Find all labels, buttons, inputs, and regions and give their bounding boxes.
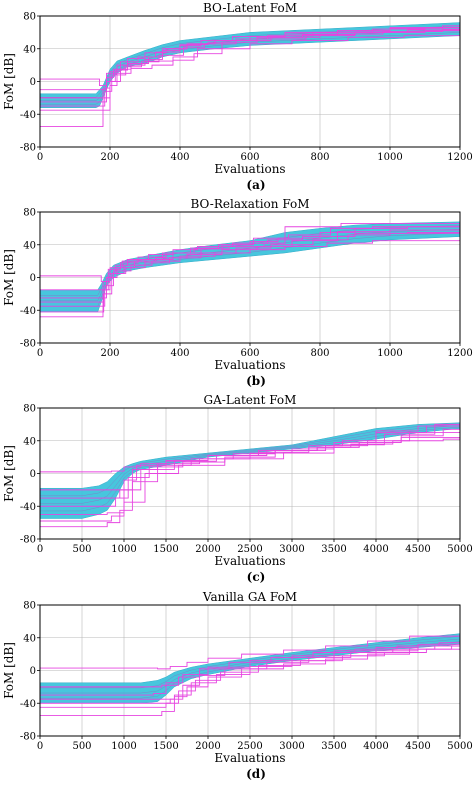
y-tick-label: 40 bbox=[23, 633, 36, 644]
chart-panel-2: 0 200 400 600 800 1000 1200 -80 -40 0 40 80 BO-Relax… bbox=[2, 197, 473, 388]
x-axis-label: Evaluations bbox=[214, 554, 285, 568]
trial-series-7 bbox=[40, 645, 460, 700]
y-tick-label: 40 bbox=[23, 436, 36, 447]
chart-title: BO-Relaxation FoM bbox=[190, 197, 309, 211]
chart-title: GA-Latent FoM bbox=[204, 393, 297, 407]
x-tick-label: 0 bbox=[37, 544, 43, 555]
trial-series-1 bbox=[40, 426, 461, 528]
x-tick-label: 0 bbox=[37, 348, 43, 359]
chart-panel-3: 0 500 1000 1500 2000 2500 3000 3500 4000 4500 5000… bbox=[2, 393, 473, 584]
y-tick-label: -80 bbox=[20, 535, 36, 546]
chart-panel-4: 0 500 1000 1500 2000 2500 3000 3500 4000 4500 5000… bbox=[2, 590, 473, 781]
x-tick-label: 400 bbox=[170, 348, 189, 359]
x-axis-label: Evaluations bbox=[214, 162, 285, 176]
x-tick-label: 600 bbox=[240, 152, 259, 163]
y-axis-label: FoM [dB] bbox=[2, 445, 16, 502]
y-tick-label: -80 bbox=[20, 339, 36, 350]
y-tick-label: -40 bbox=[20, 502, 36, 513]
x-tick-label: 2000 bbox=[195, 741, 220, 752]
panel-caption: (d) bbox=[246, 767, 266, 781]
x-tick-label: 1000 bbox=[377, 348, 402, 359]
x-tick-label: 2000 bbox=[195, 544, 220, 555]
y-axis-label: FoM [dB] bbox=[2, 642, 16, 699]
y-axis-label: FoM [dB] bbox=[2, 249, 16, 306]
x-tick-label: 500 bbox=[72, 741, 91, 752]
x-tick-label: 1200 bbox=[447, 152, 472, 163]
y-tick-label: 80 bbox=[23, 404, 36, 415]
y-tick-label: 40 bbox=[23, 44, 36, 55]
trial-series-1 bbox=[40, 641, 461, 716]
x-tick-label: 800 bbox=[310, 348, 329, 359]
x-tick-label: 1200 bbox=[447, 348, 472, 359]
trial-series-6 bbox=[40, 641, 461, 688]
x-tick-label: 200 bbox=[100, 152, 119, 163]
x-tick-label: 1500 bbox=[153, 544, 178, 555]
x-tick-label: 2500 bbox=[237, 544, 262, 555]
y-tick-label: 0 bbox=[30, 77, 36, 88]
y-tick-label: -80 bbox=[20, 143, 36, 154]
x-tick-label: 800 bbox=[310, 152, 329, 163]
band-trace bbox=[40, 636, 461, 689]
x-tick-label: 4000 bbox=[363, 741, 388, 752]
y-tick-label: -80 bbox=[20, 732, 36, 743]
x-tick-label: 3500 bbox=[321, 544, 346, 555]
x-tick-label: 200 bbox=[100, 348, 119, 359]
chart-panel-1: 0 200 400 600 800 1000 1200 -80 -40 0 40 80 BO-Laten… bbox=[2, 1, 473, 192]
y-tick-label: 80 bbox=[23, 208, 36, 219]
y-tick-label: 0 bbox=[30, 469, 36, 480]
trial-series-7 bbox=[40, 226, 460, 303]
x-tick-label: 3000 bbox=[279, 544, 304, 555]
panel-caption: (c) bbox=[247, 570, 266, 584]
x-axis-label: Evaluations bbox=[214, 358, 285, 372]
trial-series-2 bbox=[40, 631, 461, 670]
chart-title: Vanilla GA FoM bbox=[202, 590, 297, 604]
x-tick-label: 4500 bbox=[405, 544, 430, 555]
x-tick-label: 0 bbox=[37, 152, 43, 163]
trial-series-6 bbox=[40, 421, 461, 522]
x-tick-label: 3500 bbox=[321, 741, 346, 752]
y-tick-label: 80 bbox=[23, 601, 36, 612]
x-tick-label: 4500 bbox=[405, 741, 430, 752]
panel-caption: (b) bbox=[246, 374, 266, 388]
x-tick-label: 4000 bbox=[363, 544, 388, 555]
y-tick-label: -40 bbox=[20, 306, 36, 317]
x-tick-label: 1000 bbox=[111, 544, 136, 555]
chart-title: BO-Latent FoM bbox=[203, 1, 297, 15]
band-trace bbox=[40, 423, 461, 497]
x-tick-label: 5000 bbox=[447, 544, 472, 555]
x-tick-label: 1000 bbox=[377, 152, 402, 163]
x-tick-label: 2500 bbox=[237, 741, 262, 752]
x-tick-label: 600 bbox=[240, 348, 259, 359]
y-tick-label: 40 bbox=[23, 240, 36, 251]
y-tick-label: 0 bbox=[30, 666, 36, 677]
panel-caption: (a) bbox=[246, 178, 265, 192]
x-tick-label: 3000 bbox=[279, 741, 304, 752]
trial-series-7 bbox=[40, 438, 461, 491]
x-tick-label: 1000 bbox=[111, 741, 136, 752]
x-tick-label: 0 bbox=[37, 741, 43, 752]
y-tick-label: 80 bbox=[23, 12, 36, 23]
y-tick-label: 0 bbox=[30, 273, 36, 284]
trial-series-6 bbox=[40, 230, 461, 313]
trial-series-7 bbox=[40, 29, 461, 103]
trial-series-4 bbox=[40, 228, 461, 299]
y-tick-label: -40 bbox=[20, 110, 36, 121]
trial-series-6 bbox=[40, 34, 461, 111]
x-tick-label: 1500 bbox=[153, 741, 178, 752]
x-tick-label: 500 bbox=[72, 544, 91, 555]
y-axis-label: FoM [dB] bbox=[2, 53, 16, 110]
x-axis-label: Evaluations bbox=[214, 751, 285, 765]
x-tick-label: 400 bbox=[170, 152, 189, 163]
x-tick-label: 5000 bbox=[447, 741, 472, 752]
y-tick-label: -40 bbox=[20, 699, 36, 710]
